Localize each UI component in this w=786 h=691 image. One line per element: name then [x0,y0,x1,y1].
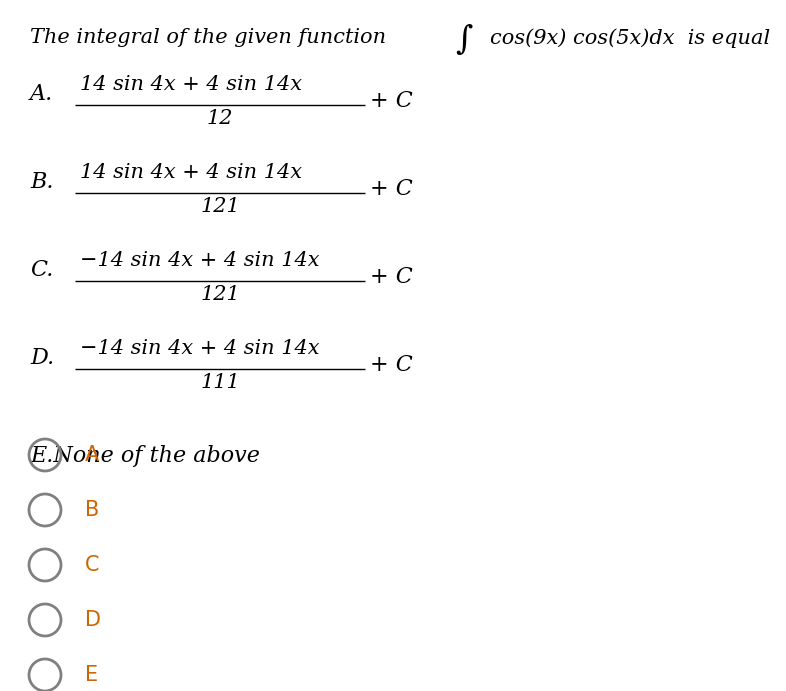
Text: E: E [85,665,98,685]
Text: 12: 12 [207,109,233,128]
Text: D: D [85,610,101,630]
Text: + C: + C [370,90,413,112]
Text: B: B [85,500,99,520]
Text: 121: 121 [200,285,240,304]
Text: A.: A. [30,83,53,105]
Text: 14 sin 4x + 4 sin 14x: 14 sin 4x + 4 sin 14x [80,75,302,94]
Text: −14 sin 4x + 4 sin 14x: −14 sin 4x + 4 sin 14x [80,339,319,358]
Text: C.: C. [30,259,53,281]
Text: cos(9x) cos(5x)dx  is equal: cos(9x) cos(5x)dx is equal [490,28,770,48]
Text: C: C [85,555,100,575]
Text: −14 sin 4x + 4 sin 14x: −14 sin 4x + 4 sin 14x [80,251,319,270]
Text: + C: + C [370,266,413,288]
Text: E.None of the above: E.None of the above [30,445,260,467]
Text: The integral of the given function: The integral of the given function [30,28,386,47]
Text: ∫: ∫ [455,24,472,56]
Text: B.: B. [30,171,53,193]
Text: 121: 121 [200,197,240,216]
Text: 14 sin 4x + 4 sin 14x: 14 sin 4x + 4 sin 14x [80,163,302,182]
Text: A: A [85,445,99,465]
Text: D.: D. [30,347,54,369]
Text: 111: 111 [200,373,240,392]
Text: + C: + C [370,178,413,200]
Text: + C: + C [370,354,413,376]
